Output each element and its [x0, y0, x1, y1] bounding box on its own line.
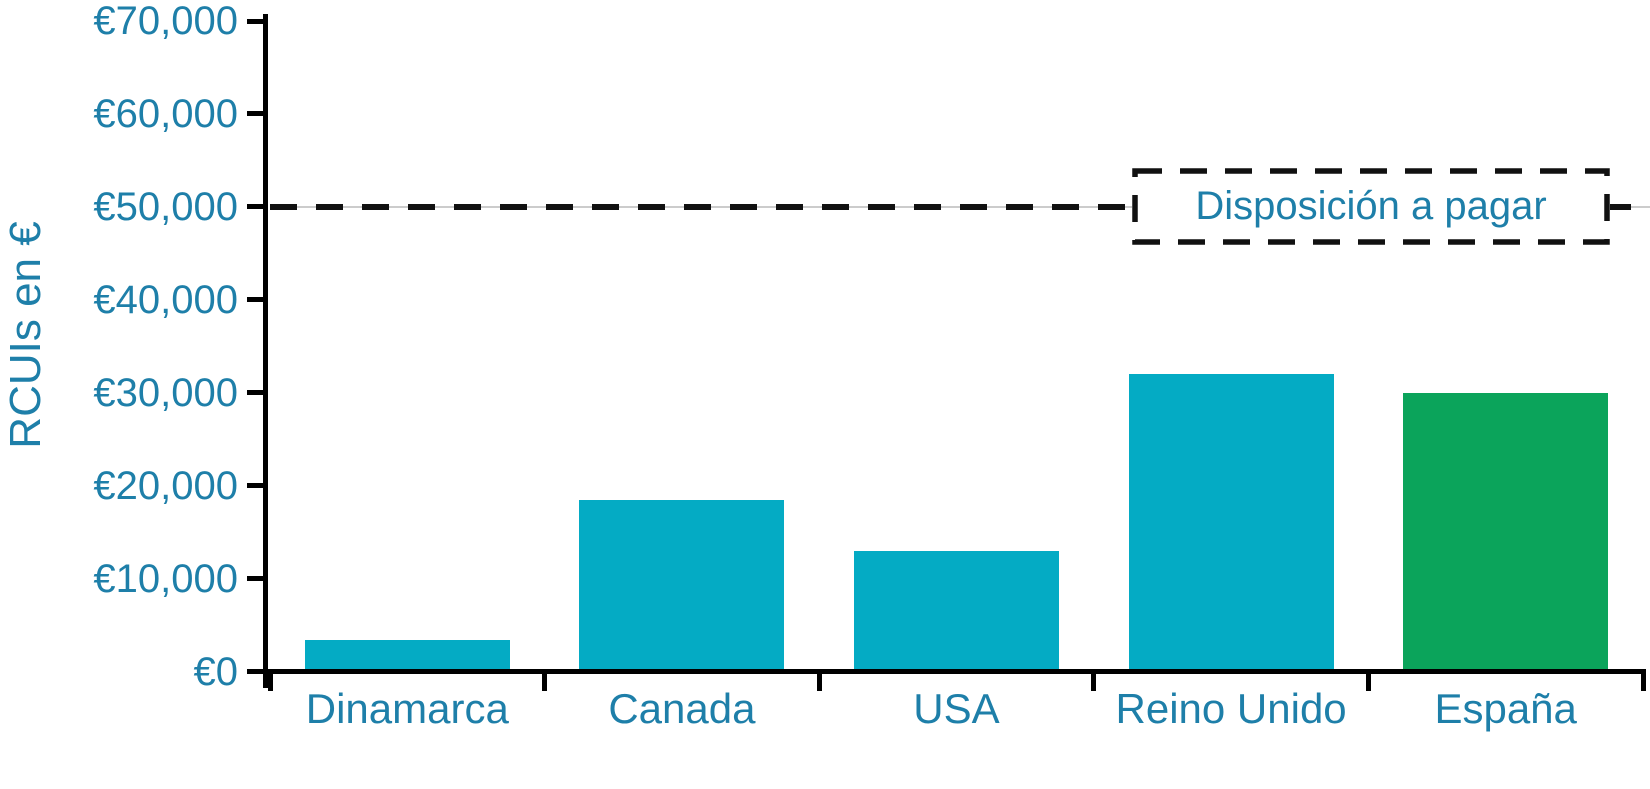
x-tick-mark-1 — [542, 671, 548, 691]
y-axis-title: RCUIs en € — [1, 221, 50, 449]
y-tick-mark-10000 — [247, 576, 264, 582]
threshold-label: Disposición a pagar — [1195, 184, 1547, 228]
x-category-label-canada: Canada — [608, 685, 756, 732]
y-tick-mark-30000 — [247, 390, 264, 396]
y-tick-label-30000: €30,000 — [93, 370, 238, 415]
x-category-label-espana: España — [1434, 685, 1577, 732]
dashed-border — [1132, 168, 1610, 245]
y-tick-mark-40000 — [247, 297, 264, 303]
x-tick-mark-4 — [1365, 671, 1371, 691]
x-tick-mark-3 — [1091, 671, 1097, 691]
y-tick-label-0: €0 — [193, 649, 239, 694]
y-axis — [263, 14, 268, 688]
y-tick-label-70000: €70,000 — [93, 0, 238, 43]
bar-usa — [854, 550, 1059, 673]
y-tick-label-60000: €60,000 — [93, 91, 238, 136]
y-tick-mark-60000 — [247, 111, 264, 117]
x-tick-mark-2 — [816, 671, 822, 691]
threshold-dashed-line — [270, 204, 1650, 210]
x-category-label-dinamarca: Dinamarca — [305, 685, 509, 732]
x-category-label-usa: USA — [913, 685, 1000, 732]
x-axis — [248, 669, 1646, 674]
x-tick-mark-0 — [267, 671, 273, 691]
y-tick-label-10000: €10,000 — [93, 556, 238, 601]
bar-canada — [579, 499, 785, 673]
bar-dinamarca — [304, 639, 510, 673]
threshold-legend-box: Disposición a pagar — [1132, 168, 1610, 245]
x-category-label-reino-unido: Reino Unido — [1115, 685, 1347, 732]
bar-reino-unido — [1128, 374, 1334, 673]
y-tick-mark-20000 — [247, 483, 264, 489]
y-tick-label-50000: €50,000 — [93, 184, 238, 229]
bar-espana — [1403, 392, 1609, 673]
y-tick-label-20000: €20,000 — [93, 463, 238, 508]
x-tick-mark-5 — [1640, 671, 1646, 691]
y-tick-label-40000: €40,000 — [93, 277, 238, 322]
y-tick-mark-70000 — [247, 18, 264, 24]
y-tick-mark-50000 — [247, 204, 264, 210]
